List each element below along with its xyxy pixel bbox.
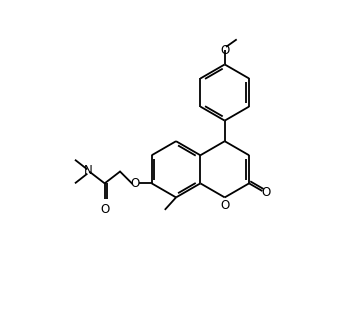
Text: O: O (261, 187, 270, 199)
Text: O: O (131, 177, 140, 190)
Text: N: N (84, 164, 93, 178)
Text: O: O (100, 202, 109, 216)
Text: O: O (220, 199, 229, 212)
Text: O: O (220, 44, 229, 57)
